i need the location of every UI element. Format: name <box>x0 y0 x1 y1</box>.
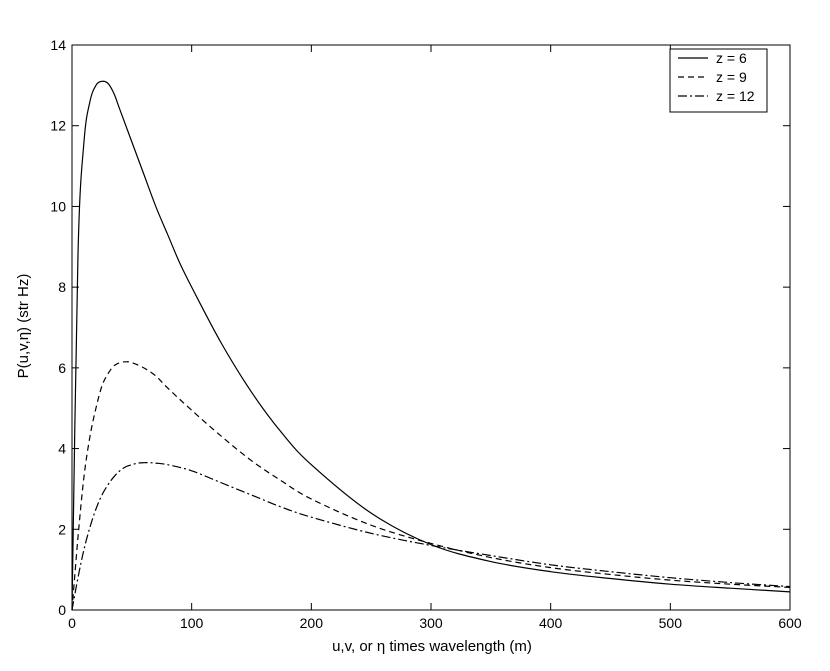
plot-frame <box>71 44 791 611</box>
x-tick-label: 400 <box>539 615 563 631</box>
x-tick-label: 100 <box>180 615 204 631</box>
series-line-1 <box>71 80 791 611</box>
legend: z = 6 z = 9 z = 12 <box>669 48 768 113</box>
y-tick-label: 10 <box>50 198 66 214</box>
y-axis-label: P(u,v,η) (str Hz) <box>15 274 32 379</box>
legend-label: z = 12 <box>716 88 755 104</box>
y-tick-label: 6 <box>58 360 66 376</box>
y-tick-label: 14 <box>50 37 66 53</box>
y-tick-label: 0 <box>58 602 66 618</box>
x-tick-label: 0 <box>68 615 76 631</box>
legend-box <box>669 48 768 113</box>
series-line-3 <box>71 462 791 611</box>
x-tick-label: 200 <box>300 615 324 631</box>
legend-label: z = 9 <box>716 69 747 85</box>
y-tick-label: 12 <box>50 118 66 134</box>
x-tick-label: 600 <box>778 615 802 631</box>
series-layer <box>71 80 791 611</box>
series-line-2 <box>71 361 791 611</box>
x-tick-label: 300 <box>419 615 443 631</box>
plot-area <box>71 44 791 611</box>
y-tick-label: 8 <box>58 279 66 295</box>
y-tick-label: 2 <box>58 521 66 537</box>
axis-ticks: 0 100 200 300 400 500 600 0 2 4 6 8 10 12 14 <box>50 37 801 631</box>
x-axis-label: u,v, or η times wavelength (m) <box>332 638 532 655</box>
y-tick-label: 4 <box>58 441 66 457</box>
x-tick-label: 500 <box>659 615 683 631</box>
legend-label: z = 6 <box>716 50 747 66</box>
